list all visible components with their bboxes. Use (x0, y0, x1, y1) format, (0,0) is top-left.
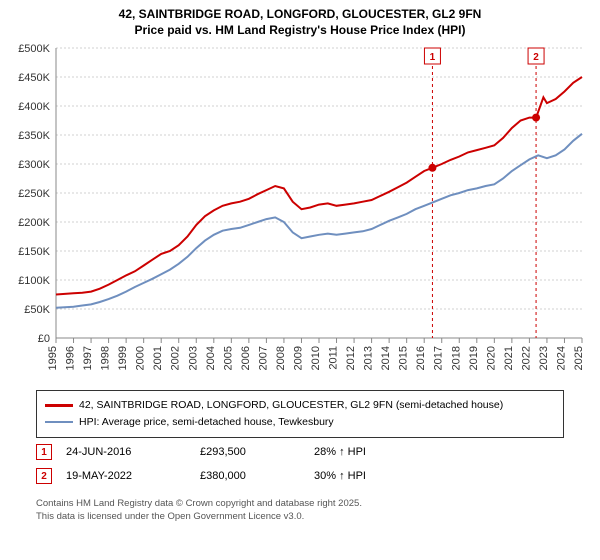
svg-text:2012: 2012 (345, 346, 357, 370)
svg-text:1999: 1999 (117, 346, 129, 370)
svg-text:£350K: £350K (18, 130, 50, 142)
svg-text:1997: 1997 (82, 346, 94, 370)
chart-area: £0 £50K £100K £150K £200K £250K £300K £350K £400… (10, 42, 590, 382)
sale-date: 24-JUN-2016 (66, 446, 186, 458)
svg-text:2006: 2006 (240, 346, 252, 370)
svg-text:2009: 2009 (292, 346, 304, 370)
svg-text:£500K: £500K (18, 43, 50, 55)
svg-text:£450K: £450K (18, 72, 50, 84)
svg-text:2011: 2011 (328, 346, 340, 370)
chart-title: 42, SAINTBRIDGE ROAD, LONGFORD, GLOUCEST… (0, 0, 600, 38)
svg-text:2021: 2021 (503, 346, 515, 370)
svg-text:£100K: £100K (18, 275, 50, 287)
sales-row: 1 24-JUN-2016 £293,500 28% ↑ HPI (36, 440, 564, 464)
svg-text:£50K: £50K (24, 304, 50, 316)
legend-label-hpi: HPI: Average price, semi-detached house,… (79, 414, 334, 431)
sale-delta: 30% ↑ HPI (314, 470, 414, 482)
sales-row: 2 19-MAY-2022 £380,000 30% ↑ HPI (36, 464, 564, 488)
svg-text:2016: 2016 (415, 346, 427, 370)
svg-text:2015: 2015 (398, 346, 410, 370)
title-line-2: Price paid vs. HM Land Registry's House … (0, 22, 600, 38)
svg-text:1: 1 (430, 52, 436, 63)
svg-text:£250K: £250K (18, 188, 50, 200)
svg-text:2003: 2003 (187, 346, 199, 370)
legend-item-property: 42, SAINTBRIDGE ROAD, LONGFORD, GLOUCEST… (45, 397, 555, 414)
svg-text:2000: 2000 (135, 346, 147, 370)
svg-text:£150K: £150K (18, 246, 50, 258)
svg-text:2019: 2019 (468, 346, 480, 370)
svg-text:£200K: £200K (18, 217, 50, 229)
svg-text:2010: 2010 (310, 346, 322, 370)
svg-text:2014: 2014 (380, 346, 392, 370)
footer-line-2: This data is licensed under the Open Gov… (36, 511, 564, 524)
legend-swatch-hpi (45, 421, 73, 424)
legend-item-hpi: HPI: Average price, semi-detached house,… (45, 414, 555, 431)
svg-text:2001: 2001 (152, 346, 164, 370)
svg-text:2024: 2024 (555, 346, 567, 370)
sale-price: £380,000 (200, 470, 300, 482)
svg-text:2018: 2018 (450, 346, 462, 370)
svg-text:2020: 2020 (485, 346, 497, 370)
svg-text:2007: 2007 (257, 346, 269, 370)
svg-text:2022: 2022 (520, 346, 532, 370)
footer-attribution: Contains HM Land Registry data © Crown c… (36, 498, 564, 524)
svg-text:1995: 1995 (47, 346, 59, 370)
svg-text:£0: £0 (38, 333, 50, 345)
svg-text:2025: 2025 (573, 346, 585, 370)
sale-index-badge: 2 (36, 468, 52, 484)
chart-svg: £0 £50K £100K £150K £200K £250K £300K £350K £400… (10, 42, 590, 382)
svg-text:2008: 2008 (275, 346, 287, 370)
sale-delta: 28% ↑ HPI (314, 446, 414, 458)
title-line-1: 42, SAINTBRIDGE ROAD, LONGFORD, GLOUCEST… (0, 6, 600, 22)
svg-text:£400K: £400K (18, 101, 50, 113)
sale-index-badge: 1 (36, 444, 52, 460)
legend-label-property: 42, SAINTBRIDGE ROAD, LONGFORD, GLOUCEST… (79, 397, 503, 414)
svg-text:2023: 2023 (538, 346, 550, 370)
sale-price: £293,500 (200, 446, 300, 458)
svg-text:2013: 2013 (363, 346, 375, 370)
svg-text:2005: 2005 (222, 346, 234, 370)
svg-text:2004: 2004 (205, 346, 217, 370)
svg-text:2: 2 (533, 52, 539, 63)
legend-box: 42, SAINTBRIDGE ROAD, LONGFORD, GLOUCEST… (36, 390, 564, 438)
footer-line-1: Contains HM Land Registry data © Crown c… (36, 498, 564, 511)
sales-table: 1 24-JUN-2016 £293,500 28% ↑ HPI 2 19-MA… (36, 440, 564, 488)
legend-swatch-property (45, 404, 73, 407)
svg-text:1998: 1998 (100, 346, 112, 370)
sale-date: 19-MAY-2022 (66, 470, 186, 482)
svg-text:2017: 2017 (433, 346, 445, 370)
svg-text:2002: 2002 (170, 346, 182, 370)
svg-text:£300K: £300K (18, 159, 50, 171)
svg-text:1996: 1996 (65, 346, 77, 370)
